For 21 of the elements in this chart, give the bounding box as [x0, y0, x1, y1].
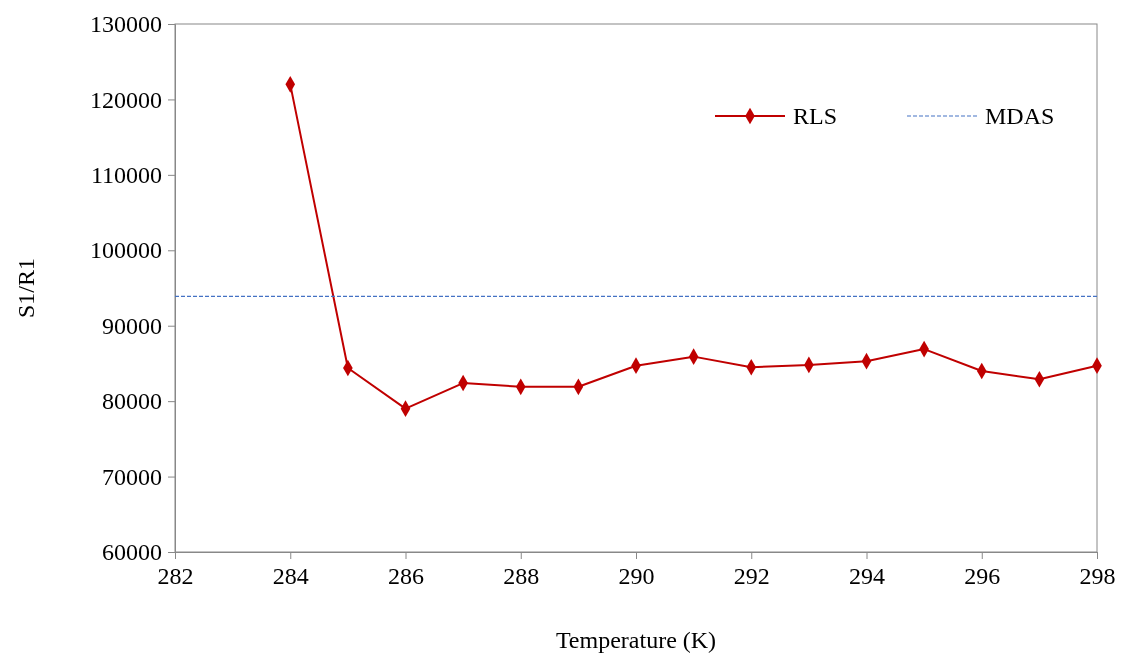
- y-tick-label: 70000: [102, 463, 162, 490]
- y-axis-title: S1/R1: [13, 257, 39, 319]
- legend-label: MDAS: [985, 103, 1055, 129]
- x-tick-label: 298: [1079, 563, 1116, 590]
- x-tick-label: 282: [157, 563, 194, 590]
- y-tick-label: 80000: [102, 388, 162, 415]
- x-tick-label: 296: [964, 563, 1001, 590]
- x-tick-label: 294: [849, 563, 885, 590]
- y-tick-label: 90000: [102, 312, 162, 339]
- y-tick-label: 130000: [90, 11, 162, 38]
- x-tick-label: 284: [272, 563, 309, 590]
- y-tick-label: 100000: [90, 237, 162, 264]
- y-tick-label: 110000: [90, 162, 162, 189]
- x-tick-label: 290: [618, 563, 655, 590]
- y-tick-label: 120000: [90, 86, 162, 113]
- legend-label: RLS: [793, 103, 838, 129]
- y-tick-label: 60000: [102, 539, 162, 566]
- x-tick-label: 288: [503, 563, 540, 590]
- x-tick-label: 292: [733, 563, 770, 590]
- x-axis-title: Temperature (K): [555, 627, 717, 653]
- x-tick-label: 286: [388, 563, 424, 590]
